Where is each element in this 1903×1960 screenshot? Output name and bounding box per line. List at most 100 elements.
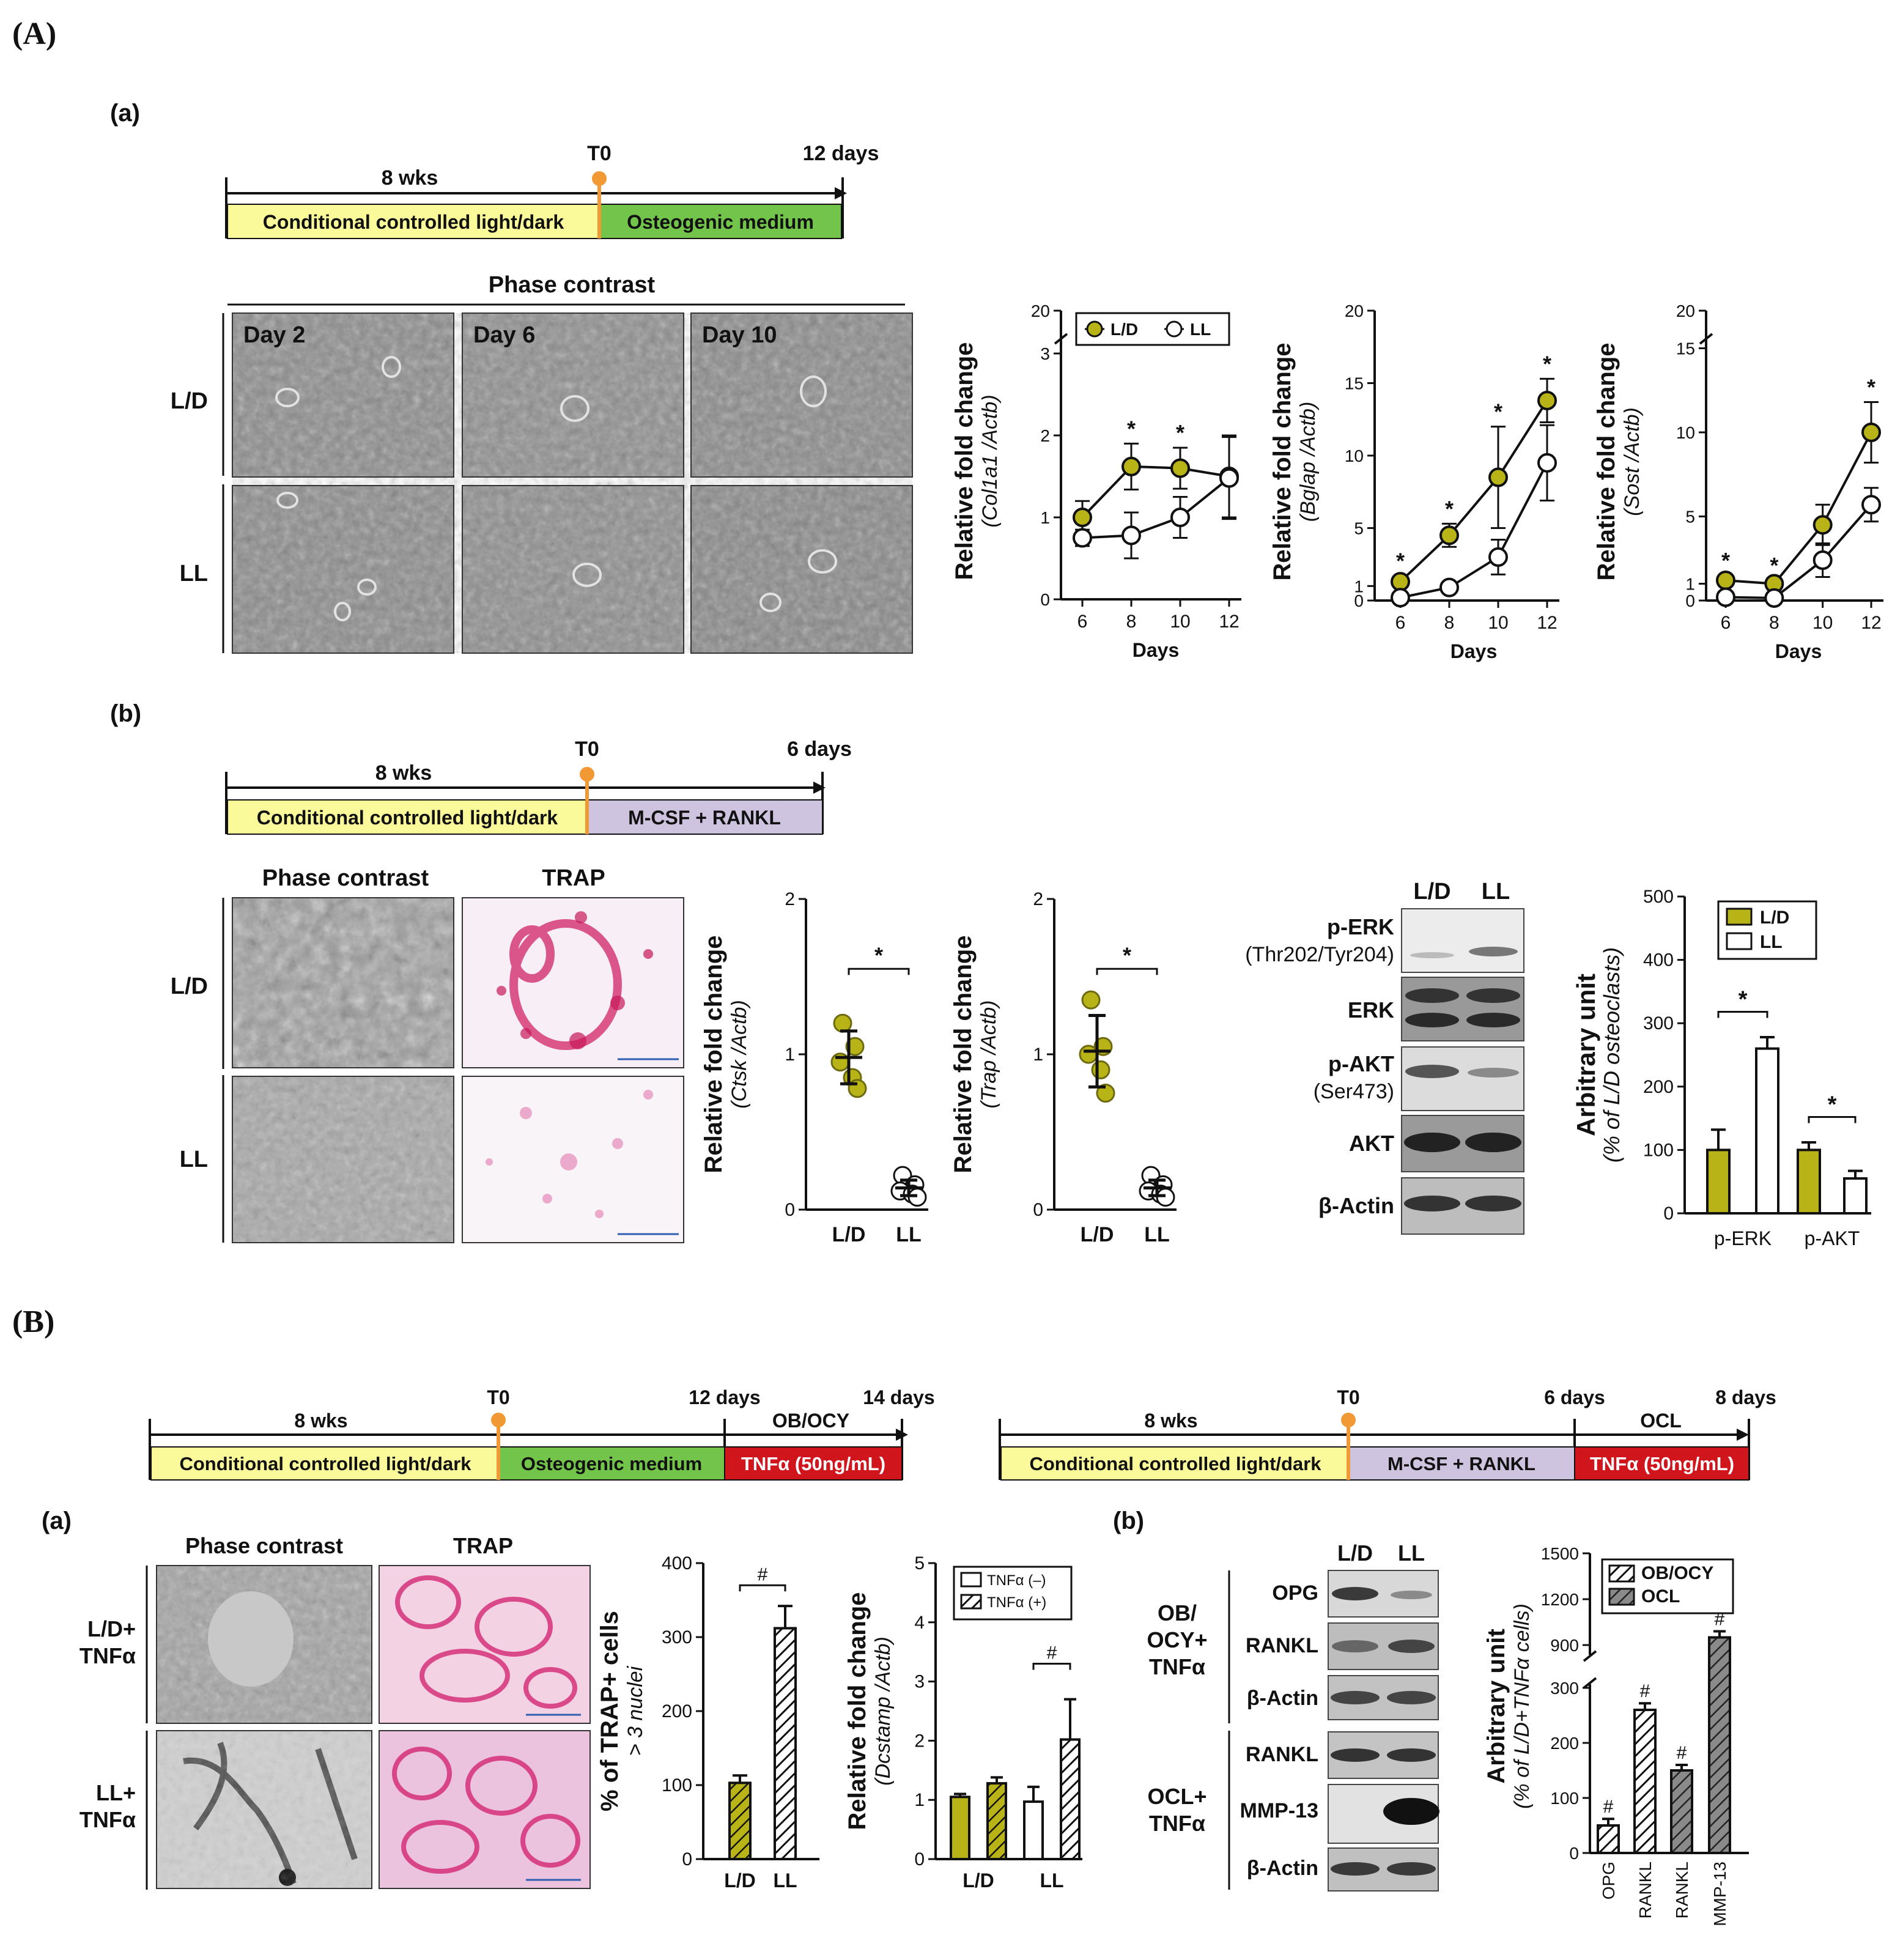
series-line-L/D (1725, 432, 1872, 585)
timeline-Ab-seg1: Conditional controlled light/dark (257, 807, 558, 829)
point-L/D (1391, 572, 1410, 592)
y-axis-label: Relative fold change (951, 342, 978, 580)
significance-marker: * (1123, 942, 1131, 967)
lane-LD-B: L/D (1337, 1540, 1373, 1566)
x-tick-label: 10 (1170, 612, 1190, 632)
significance-marker: * (1867, 375, 1875, 400)
y-axis-label-2: (Sost /Actb) (1620, 407, 1644, 516)
y-tick-label: 0 (1685, 591, 1695, 610)
timeline-Ab-mark: T0 (575, 738, 599, 761)
y-tick-label: 2 (914, 1731, 925, 1751)
significance-bracket (1808, 1116, 1857, 1123)
timeline-Aa-seg2: Osteogenic medium (627, 211, 814, 233)
x-tick-label: 8 (1769, 613, 1779, 633)
point-LL (1219, 468, 1239, 488)
timeline-Ba2-tail: OCL (1640, 1410, 1682, 1432)
significance-bracket (1717, 1011, 1768, 1018)
y-tick-label: 10 (1676, 423, 1695, 442)
band-mmp13: MMP-13 (1240, 1799, 1318, 1822)
bar-OPG (1597, 1824, 1620, 1854)
x-tick-label: L/D (963, 1869, 994, 1892)
point-LL (1716, 587, 1735, 607)
timeline-Ba1: 8 wks T0 12 days 14 days OB/OCY Conditio… (149, 1386, 935, 1481)
series-line-LL (1082, 477, 1230, 539)
timeline-Ba1-seg1: Conditional controlled light/dark (179, 1453, 471, 1474)
data-point (833, 1013, 852, 1033)
micrograph-grid-Aa (232, 312, 913, 654)
micrograph-header-trap: TRAP (542, 865, 605, 891)
x-tick-label: 6 (1077, 612, 1088, 632)
y-tick-label: 200 (1643, 1077, 1674, 1097)
band-beta-actin: β-Actin (1318, 1193, 1394, 1218)
micrograph-header-phase: Phase contrast (262, 865, 429, 891)
point-LL (1073, 528, 1092, 548)
y-tick-label: 5 (914, 1553, 925, 1574)
bar-MMP-13 (1708, 1636, 1731, 1854)
band-p-erk: p-ERK (1327, 914, 1394, 939)
y-tick-label: 300 (1643, 1013, 1674, 1034)
y-axis-label-2: (% of L/D osteoclasts) (1599, 947, 1624, 1163)
timeline-Ba1-left: 8 wks (294, 1410, 347, 1432)
significance-marker: * (1721, 548, 1730, 573)
x-tick-label: LL (773, 1869, 797, 1892)
panel-label-Aa: (a) (110, 100, 140, 127)
significance-bracket (1096, 967, 1158, 975)
timeline-Ba2: 8 wks T0 6 days 8 days OCL Conditional c… (999, 1386, 1776, 1481)
axis-break (1583, 1650, 1597, 1689)
timeline-Ba2-left: 8 wks (1144, 1410, 1197, 1432)
timeline-Aa-left: 8 wks (382, 166, 438, 190)
x-tick-label: LL (1144, 1223, 1170, 1246)
bar-L/D (986, 1782, 1007, 1860)
significance-marker: # (758, 1564, 768, 1585)
data-point (1079, 1045, 1098, 1064)
significance-marker: * (1828, 1092, 1837, 1118)
day-label-10: Day 10 (702, 322, 777, 348)
series-line-L/D (1081, 465, 1230, 519)
x-tick-label: p-ERK (1714, 1227, 1772, 1249)
point-L/D (1716, 571, 1735, 590)
micrographs-Ab: Phase contrast TRAP L/D LL (171, 865, 684, 1243)
x-axis-label: Days (1450, 640, 1498, 662)
legend-label: TNFα (–) (987, 1572, 1046, 1589)
timeline-Ba2-seg3: TNFα (50ng/mL) (1590, 1453, 1734, 1474)
y-tick-label: 400 (662, 1553, 692, 1574)
y-axis-label-2: > 3 nuclei (624, 1665, 647, 1756)
y-tick-label: 3 (1040, 344, 1050, 363)
band-erk: ERK (1348, 997, 1394, 1023)
point-LL (1170, 508, 1190, 527)
y-axis-label: Relative fold change (700, 936, 727, 1174)
y-tick-label: 15 (1345, 374, 1364, 393)
band-rankl-1: RANKL (1246, 1634, 1318, 1657)
row-label-LL-tnf: LL+ TNFα (79, 1780, 136, 1832)
lane-LL: LL (1482, 879, 1510, 904)
lane-LL-B: LL (1398, 1540, 1425, 1566)
legend-swatch (960, 1572, 982, 1588)
legend-label: L/D (1110, 320, 1138, 339)
y-tick-label: 20 (1676, 301, 1695, 320)
micrograph-header: Phase contrast (489, 272, 656, 298)
y-tick-label: 300 (662, 1627, 692, 1648)
panel-label-B: (B) (12, 1304, 54, 1339)
legend-swatch (1608, 1588, 1635, 1606)
chart-ctsk: 0 1 2 L/D LL Relative fold change (Ctsk /Actb)… (700, 889, 928, 1246)
y-tick-label: 400 (1643, 950, 1674, 971)
legend-swatch (960, 1594, 982, 1610)
legend-marker (1166, 320, 1183, 338)
timeline-Aa: 8 wks T0 12 days Conditional controlled … (225, 142, 879, 239)
day-label-6: Day 6 (473, 322, 535, 348)
y-axis-label: Relative fold change (1269, 343, 1296, 581)
y-tick-label: 20 (1345, 301, 1364, 320)
day-label-2: Day 2 (243, 322, 305, 348)
data-point (845, 1037, 865, 1056)
data-point (1081, 990, 1101, 1010)
timeline-Ba2-end: 8 days (1715, 1386, 1776, 1408)
bar-LL (1755, 1047, 1779, 1215)
y-tick-label: 3 (914, 1672, 925, 1692)
data-point (1156, 1188, 1175, 1207)
y-axis-label-2: (Col1a1 /Actb) (978, 394, 1002, 527)
significance-marker: * (1445, 496, 1454, 521)
series-line-L/D (1399, 399, 1548, 583)
y-axis-label-2: (Dcstamp /Actb) (871, 1636, 895, 1786)
x-tick-label: 6 (1721, 613, 1731, 633)
